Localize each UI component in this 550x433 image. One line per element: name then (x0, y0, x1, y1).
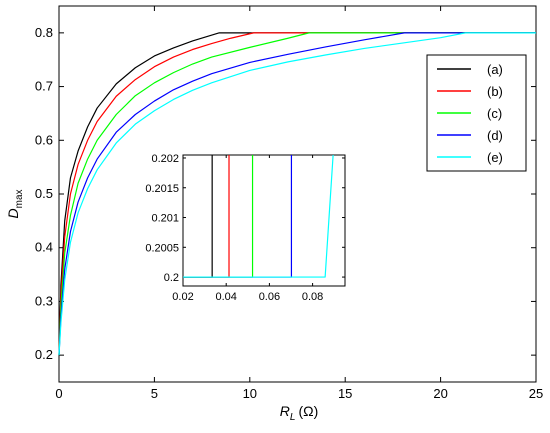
series-line-5 (58, 32, 536, 356)
inset-x-tick-label: 0.06 (259, 291, 280, 303)
inset-series-lines (183, 154, 334, 278)
inset-y-tick-label: 0.2015 (145, 183, 179, 195)
inset-y-tick-label: 0.202 (151, 153, 179, 165)
inset-y-tick-label: 0.2005 (145, 242, 179, 254)
y-tick-label: 0.2 (35, 347, 53, 362)
y-tick-label: 0.7 (35, 79, 53, 94)
x-tick-label: 25 (529, 386, 543, 401)
x-tick-label: 20 (433, 386, 447, 401)
series-lines (58, 32, 536, 356)
x-axis-label: RL (Ω) (280, 403, 318, 423)
x-tick-label: 0 (55, 386, 62, 401)
inset-y-axis-ticks: 0.2 0.2005 0.201 0.2015 0.202 (145, 153, 345, 284)
series-line-2 (58, 32, 536, 356)
y-axis-label: Dmax (5, 189, 25, 218)
x-tick-label: 10 (243, 386, 257, 401)
x-axis-ticks: 0 5 10 15 20 25 (55, 6, 543, 401)
inset-plot-background (183, 155, 345, 286)
legend: (a) (b) (c) (d) (e) (426, 54, 527, 172)
inset-axes (182, 154, 346, 287)
legend-label-2: (b) (487, 84, 503, 99)
inset-y-tick-label: 0.2 (164, 272, 179, 284)
legend-label-4: (d) (487, 128, 503, 143)
y-tick-label: 0.3 (35, 293, 53, 308)
inset-y-tick-label: 0.201 (151, 213, 179, 225)
x-tick-label: 5 (151, 386, 158, 401)
legend-label-3: (c) (487, 106, 502, 121)
series-line-3 (58, 32, 536, 356)
x-tick-label: 15 (338, 386, 352, 401)
y-axis-ticks: 0.2 0.3 0.4 0.5 0.6 0.7 0.8 (35, 25, 536, 362)
y-tick-label: 0.4 (35, 240, 53, 255)
inset-x-axis-ticks: 0.02 0.04 0.06 0.08 (172, 155, 323, 303)
inset-x-tick-label: 0.02 (172, 291, 193, 303)
series-line-4 (58, 32, 536, 356)
inset-series-line-5 (183, 154, 334, 278)
legend-label-5: (e) (487, 150, 503, 165)
y-tick-label: 0.6 (35, 132, 53, 147)
y-tick-label: 0.5 (35, 186, 53, 201)
inset-plot-frame (182, 154, 346, 287)
inset-plot: 0.02 0.04 0.06 0.08 0.20.20050.2010.20150.2… (145, 153, 346, 303)
inset-x-tick-label: 0.04 (215, 291, 236, 303)
y-tick-label: 0.8 (35, 25, 53, 40)
series-line-1 (58, 32, 536, 356)
legend-label-1: (a) (487, 62, 503, 77)
inset-x-tick-label: 0.08 (302, 291, 323, 303)
